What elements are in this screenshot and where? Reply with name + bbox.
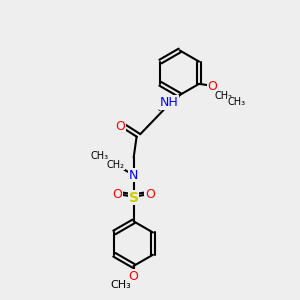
Text: O: O bbox=[112, 188, 122, 201]
Text: O: O bbox=[145, 188, 155, 201]
Text: CH₃: CH₃ bbox=[111, 280, 131, 290]
Text: O: O bbox=[115, 120, 125, 133]
Text: CH₃: CH₃ bbox=[227, 97, 245, 107]
Text: N: N bbox=[129, 169, 138, 182]
Text: CH₂: CH₂ bbox=[107, 160, 125, 170]
Text: CH₂: CH₂ bbox=[215, 91, 233, 101]
Text: NH: NH bbox=[160, 96, 179, 109]
Text: O: O bbox=[129, 270, 139, 283]
Text: O: O bbox=[208, 80, 217, 93]
Text: CH₃: CH₃ bbox=[90, 151, 109, 161]
Text: S: S bbox=[129, 190, 139, 205]
